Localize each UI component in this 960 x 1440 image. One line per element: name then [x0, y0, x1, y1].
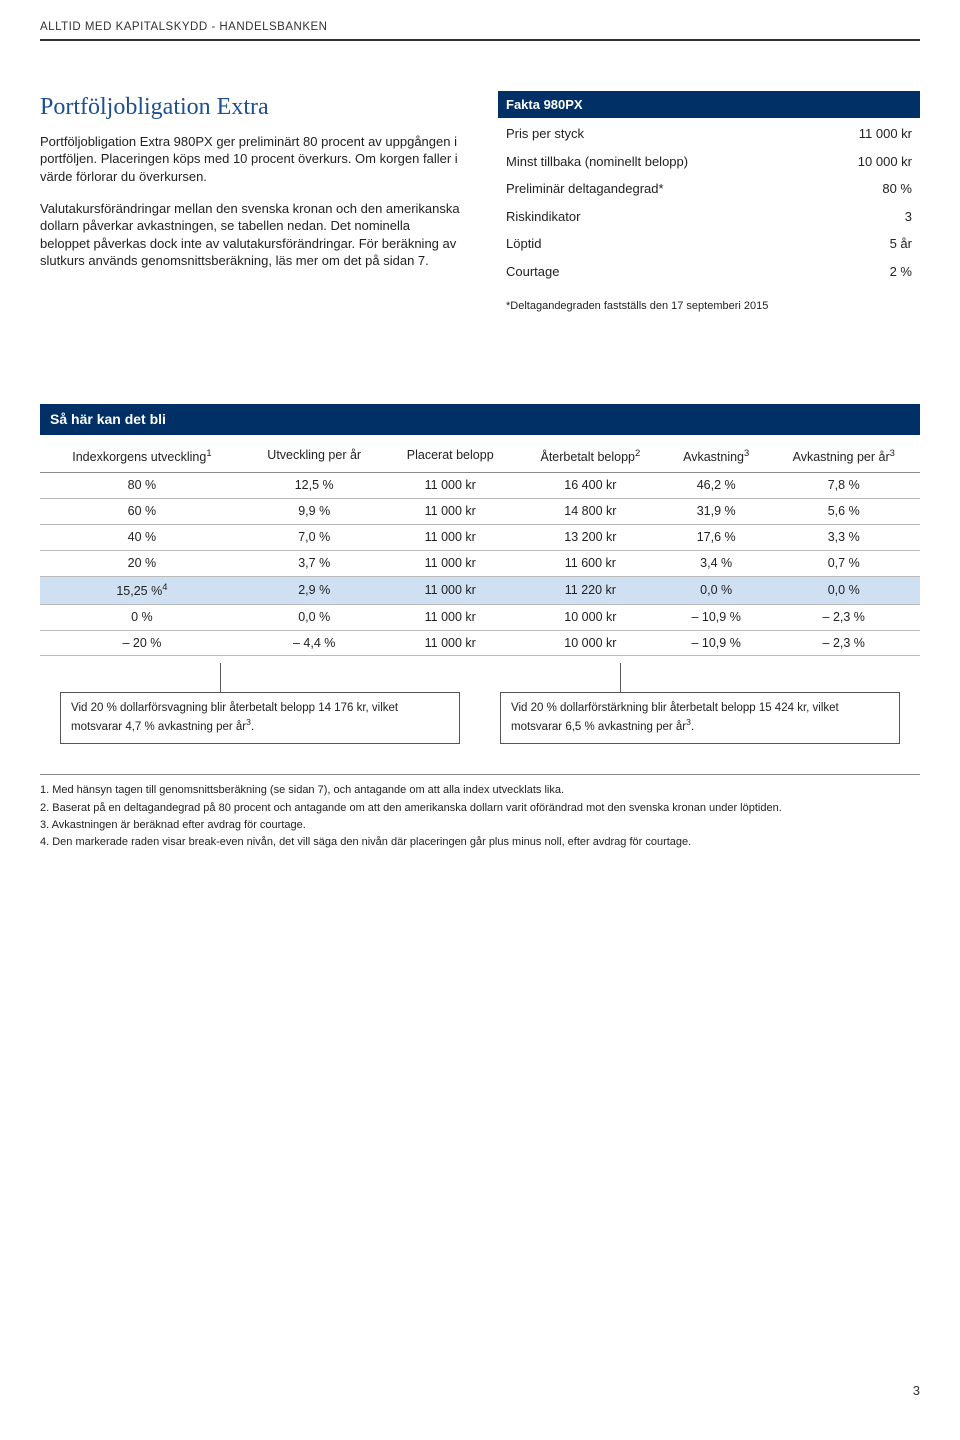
table-cell: 16 400 kr — [516, 473, 665, 499]
callout-connector-icon — [220, 663, 221, 693]
intro-paragraph-2: Valutakursförändringar mellan den svensk… — [40, 200, 462, 270]
table-row: 40 %7,0 %11 000 kr13 200 kr17,6 %3,3 % — [40, 524, 920, 550]
table-cell: – 4,4 % — [244, 630, 385, 656]
fakta-footnote: *Deltagandegraden fastställs den 17 sept… — [498, 285, 920, 314]
table-row: 20 %3,7 %11 000 kr11 600 kr3,4 %0,7 % — [40, 550, 920, 576]
footnote-line: 4. Den markerade raden visar break-even … — [40, 835, 920, 850]
scenario-col-header: Avkastning per år3 — [767, 441, 920, 473]
table-cell: 40 % — [40, 524, 244, 550]
fakta-row: Minst tillbaka (nominellt belopp) 10 000 … — [498, 148, 920, 176]
callout-row: Vid 20 % dollarförsvagning blir återbeta… — [40, 662, 920, 744]
footnote-line: 1. Med hänsyn tagen till genomsnittsberä… — [40, 783, 920, 798]
table-cell: 0 % — [40, 604, 244, 630]
fakta-value: 11 000 kr — [859, 125, 912, 143]
scenario-header: Så här kan det bli — [40, 404, 920, 435]
table-row: 60 %9,9 %11 000 kr14 800 kr31,9 %5,6 % — [40, 498, 920, 524]
fakta-label: Löptid — [506, 235, 541, 253]
fakta-row: Pris per styck 11 000 kr — [498, 120, 920, 148]
table-cell: 13 200 kr — [516, 524, 665, 550]
fakta-label: Courtage — [506, 263, 559, 281]
table-row: 80 %12,5 %11 000 kr16 400 kr46,2 %7,8 % — [40, 473, 920, 499]
footnote-line: 2. Baserat på en deltagandegrad på 80 pr… — [40, 801, 920, 816]
table-cell: 11 000 kr — [385, 630, 516, 656]
table-cell: 3,7 % — [244, 550, 385, 576]
callout-left-text: Vid 20 % dollarförsvagning blir återbeta… — [71, 702, 398, 732]
table-cell: 11 000 kr — [385, 550, 516, 576]
fakta-label: Minst tillbaka (nominellt belopp) — [506, 153, 688, 171]
table-cell: – 10,9 % — [665, 604, 768, 630]
fakta-row: Courtage 2 % — [498, 258, 920, 286]
table-cell: 7,8 % — [767, 473, 920, 499]
fakta-value: 80 % — [882, 180, 912, 198]
table-row: – 20 %– 4,4 %11 000 kr10 000 kr– 10,9 %–… — [40, 630, 920, 656]
table-cell: 3,3 % — [767, 524, 920, 550]
page-header: ALLTID MED KAPITALSKYDD - HANDELSBANKEN — [40, 20, 920, 41]
table-cell: 3,4 % — [665, 550, 768, 576]
table-cell: 0,7 % — [767, 550, 920, 576]
fakta-value: 2 % — [890, 263, 912, 281]
table-cell: 20 % — [40, 550, 244, 576]
table-cell: 10 000 kr — [516, 604, 665, 630]
scenario-col-header: Utveckling per år — [244, 441, 385, 473]
table-cell: 0,0 % — [665, 576, 768, 604]
table-cell: 0,0 % — [767, 576, 920, 604]
table-cell: 31,9 % — [665, 498, 768, 524]
table-cell: 7,0 % — [244, 524, 385, 550]
fakta-row: Riskindikator 3 — [498, 203, 920, 231]
scenario-section: Så här kan det bli Indexkorgens utveckli… — [40, 404, 920, 744]
table-cell: – 2,3 % — [767, 604, 920, 630]
fakta-header: Fakta 980PX — [498, 91, 920, 121]
table-cell: 11 000 kr — [385, 498, 516, 524]
fakta-box: Fakta 980PX Pris per styck 11 000 kr Minst… — [498, 91, 920, 315]
callout-left: Vid 20 % dollarförsvagning blir återbeta… — [60, 692, 460, 744]
table-cell: 11 000 kr — [385, 576, 516, 604]
scenario-col-header: Återbetalt belopp2 — [516, 441, 665, 473]
scenario-col-header: Placerat belopp — [385, 441, 516, 473]
table-cell: 9,9 % — [244, 498, 385, 524]
table-cell: 11 220 kr — [516, 576, 665, 604]
intro-column: Portföljobligation Extra Portföljobligat… — [40, 91, 462, 315]
fakta-label: Preliminär deltagandegrad* — [506, 180, 664, 198]
page-number: 3 — [913, 1382, 920, 1400]
fakta-row: Preliminär deltagandegrad* 80 % — [498, 175, 920, 203]
table-cell: – 10,9 % — [665, 630, 768, 656]
table-cell: 11 000 kr — [385, 473, 516, 499]
fakta-column: Fakta 980PX Pris per styck 11 000 kr Minst… — [498, 91, 920, 315]
fakta-label: Pris per styck — [506, 125, 584, 143]
table-cell: 12,5 % — [244, 473, 385, 499]
table-cell: 14 800 kr — [516, 498, 665, 524]
footnote-line: 3. Avkastningen är beräknad efter avdrag… — [40, 818, 920, 833]
fakta-label: Riskindikator — [506, 208, 580, 226]
footnotes: 1. Med hänsyn tagen till genomsnittsberä… — [40, 774, 920, 851]
intro-paragraph-1: Portföljobligation Extra 980PX ger preli… — [40, 133, 462, 186]
table-cell: 10 000 kr — [516, 630, 665, 656]
table-row: 15,25 %42,9 %11 000 kr11 220 kr0,0 %0,0 … — [40, 576, 920, 604]
table-cell: 5,6 % — [767, 498, 920, 524]
callout-right: Vid 20 % dollarförstärkning blir återbet… — [500, 692, 900, 744]
fakta-value: 5 år — [890, 235, 912, 253]
table-cell: 46,2 % — [665, 473, 768, 499]
fakta-value: 3 — [905, 208, 912, 226]
table-cell: – 20 % — [40, 630, 244, 656]
callout-right-text: Vid 20 % dollarförstärkning blir återbet… — [511, 702, 839, 732]
table-cell: 2,9 % — [244, 576, 385, 604]
scenario-col-header: Avkastning3 — [665, 441, 768, 473]
table-cell: 11 000 kr — [385, 524, 516, 550]
scenario-table: Indexkorgens utveckling1Utveckling per å… — [40, 441, 920, 656]
table-cell: 11 600 kr — [516, 550, 665, 576]
fakta-row: Löptid 5 år — [498, 230, 920, 258]
table-cell: – 2,3 % — [767, 630, 920, 656]
table-cell: 60 % — [40, 498, 244, 524]
two-column-layout: Portföljobligation Extra Portföljobligat… — [40, 91, 920, 315]
callout-connector-icon — [620, 663, 621, 693]
table-cell: 11 000 kr — [385, 604, 516, 630]
fakta-value: 10 000 kr — [858, 153, 912, 171]
table-row: 0 %0,0 %11 000 kr10 000 kr– 10,9 %– 2,3 … — [40, 604, 920, 630]
scenario-col-header: Indexkorgens utveckling1 — [40, 441, 244, 473]
table-cell: 17,6 % — [665, 524, 768, 550]
table-cell: 0,0 % — [244, 604, 385, 630]
table-cell: 15,25 %4 — [40, 576, 244, 604]
table-cell: 80 % — [40, 473, 244, 499]
page-title: Portföljobligation Extra — [40, 91, 462, 123]
